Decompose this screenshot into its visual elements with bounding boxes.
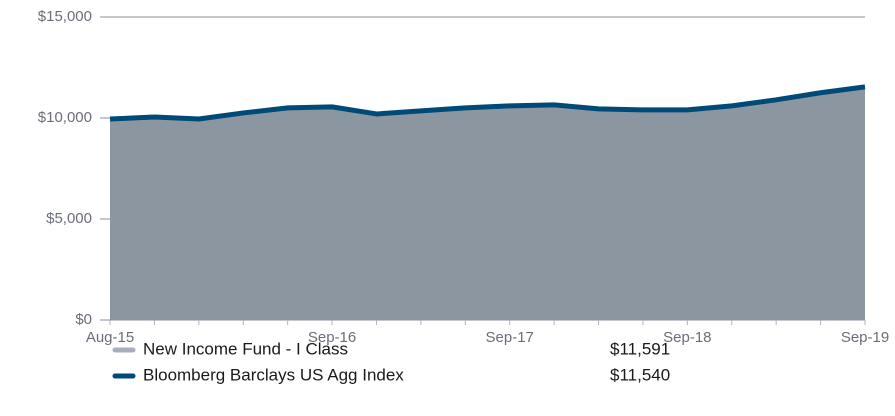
y-tick-label: $5,000 [46, 210, 92, 227]
y-tick-label: $15,000 [38, 8, 92, 25]
x-tick-label: Sep-19 [841, 329, 889, 346]
y-tick-label: $10,000 [38, 109, 92, 126]
legend-label: New Income Fund - I Class [143, 339, 348, 358]
x-tick-label: Sep-16 [308, 329, 356, 346]
index-line [109, 84, 866, 122]
fund-area [110, 85, 865, 320]
legend-label: Bloomberg Barclays US Agg Index [143, 365, 404, 384]
x-tick-label: Sep-18 [663, 329, 711, 346]
y-tick-label: $0 [75, 311, 92, 328]
legend-value: $11,591 [610, 339, 670, 358]
legend-value: $11,540 [610, 365, 670, 384]
x-tick-label: Aug-15 [86, 329, 134, 346]
x-tick-label: Sep-17 [486, 329, 534, 346]
